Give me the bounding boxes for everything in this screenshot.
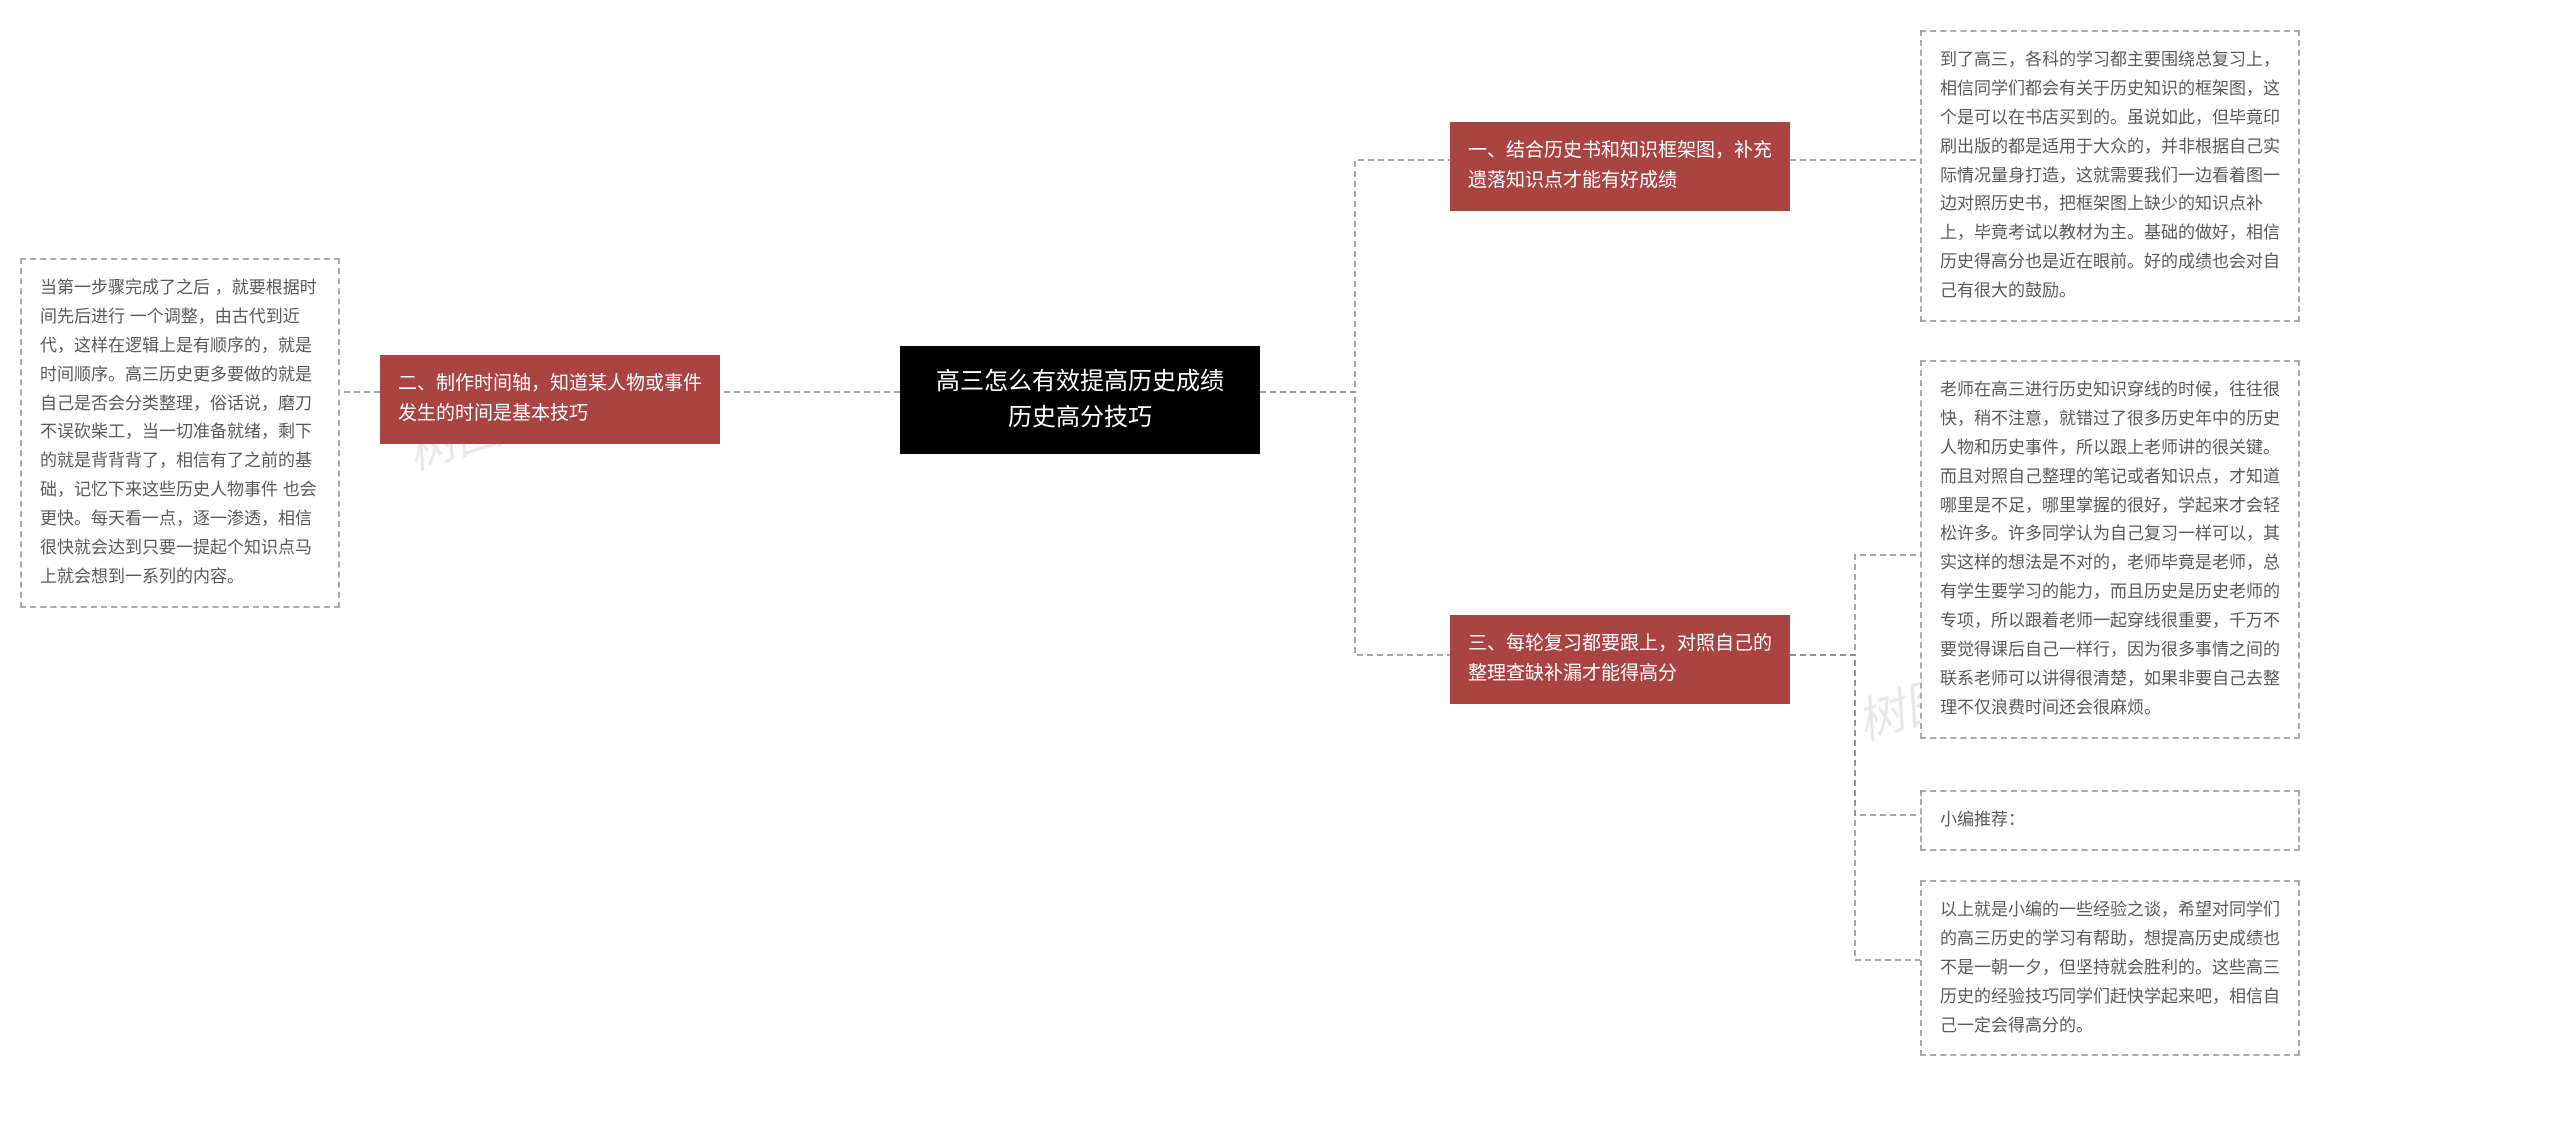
leaf-node-3[interactable]: 老师在高三进行历史知识穿线的时候，往往很快，稍不注意，就错过了很多历史年中的历史… [1920, 360, 2300, 739]
branch-node-2[interactable]: 二、制作时间轴，知道某人物或事件发生的时间是基本技巧 [380, 355, 720, 444]
branch-node-1[interactable]: 一、结合历史书和知识框架图，补充遗落知识点才能有好成绩 [1450, 122, 1790, 211]
leaf-node-4[interactable]: 小编推荐： [1920, 790, 2300, 851]
branch-node-3[interactable]: 三、每轮复习都要跟上，对照自己的整理查缺补漏才能得高分 [1450, 615, 1790, 704]
leaf-node-2[interactable]: 当第一步骤完成了之后 ，就要根据时间先后进行 一个调整，由古代到近代，这样在逻辑… [20, 258, 340, 608]
leaf-node-1[interactable]: 到了高三，各科的学习都主要围绕总复习上，相信同学们都会有关于历史知识的框架图，这… [1920, 30, 2300, 322]
leaf-node-5[interactable]: 以上就是小编的一些经验之谈，希望对同学们的高三历史的学习有帮助，想提高历史成绩也… [1920, 880, 2300, 1056]
center-node[interactable]: 高三怎么有效提高历史成绩 历史高分技巧 [900, 346, 1260, 454]
